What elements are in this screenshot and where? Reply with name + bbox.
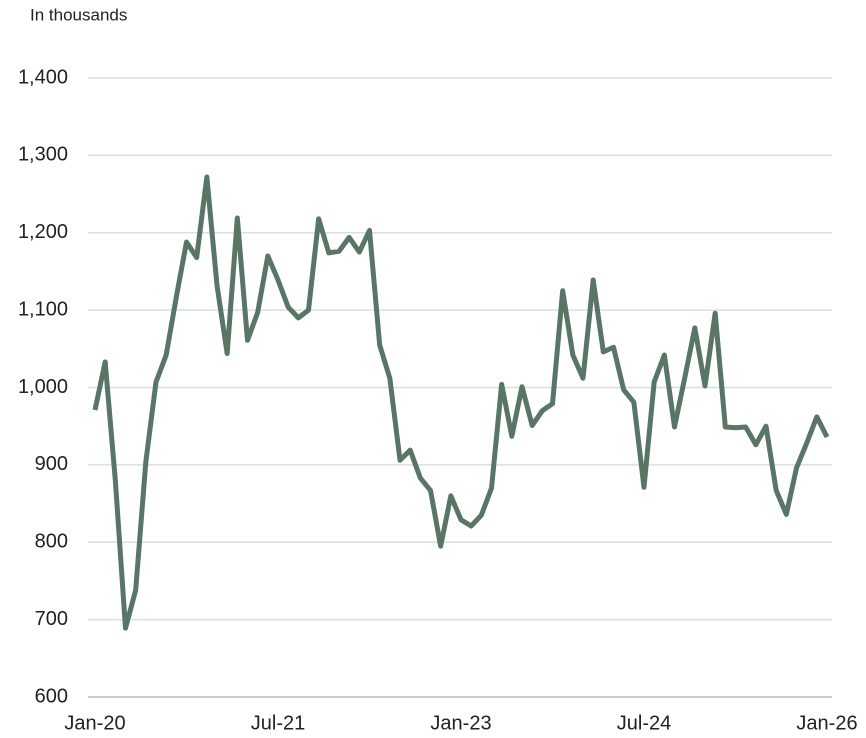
y-tick-label: 900 xyxy=(35,453,68,475)
x-tick-label: Jul-24 xyxy=(617,712,671,734)
y-tick-label: 1,300 xyxy=(18,144,68,166)
line xyxy=(92,174,830,631)
y-axis-label: In thousands xyxy=(30,5,127,24)
y-tick-label: 1,400 xyxy=(18,66,68,88)
y-tick-label: 700 xyxy=(35,608,68,630)
x-tick-label: Jan-20 xyxy=(64,712,125,734)
y-tick-label: 1,200 xyxy=(18,221,68,243)
x-tick-label: Jan-23 xyxy=(430,712,491,734)
y-tick-label: 1,000 xyxy=(18,376,68,398)
x-tick-label: Jan-26 xyxy=(796,712,857,734)
y-tick-label: 600 xyxy=(35,685,68,707)
y-tick-label: 800 xyxy=(35,531,68,553)
x-tick-label: Jul-21 xyxy=(251,712,305,734)
y-tick-label: 1,100 xyxy=(18,298,68,320)
